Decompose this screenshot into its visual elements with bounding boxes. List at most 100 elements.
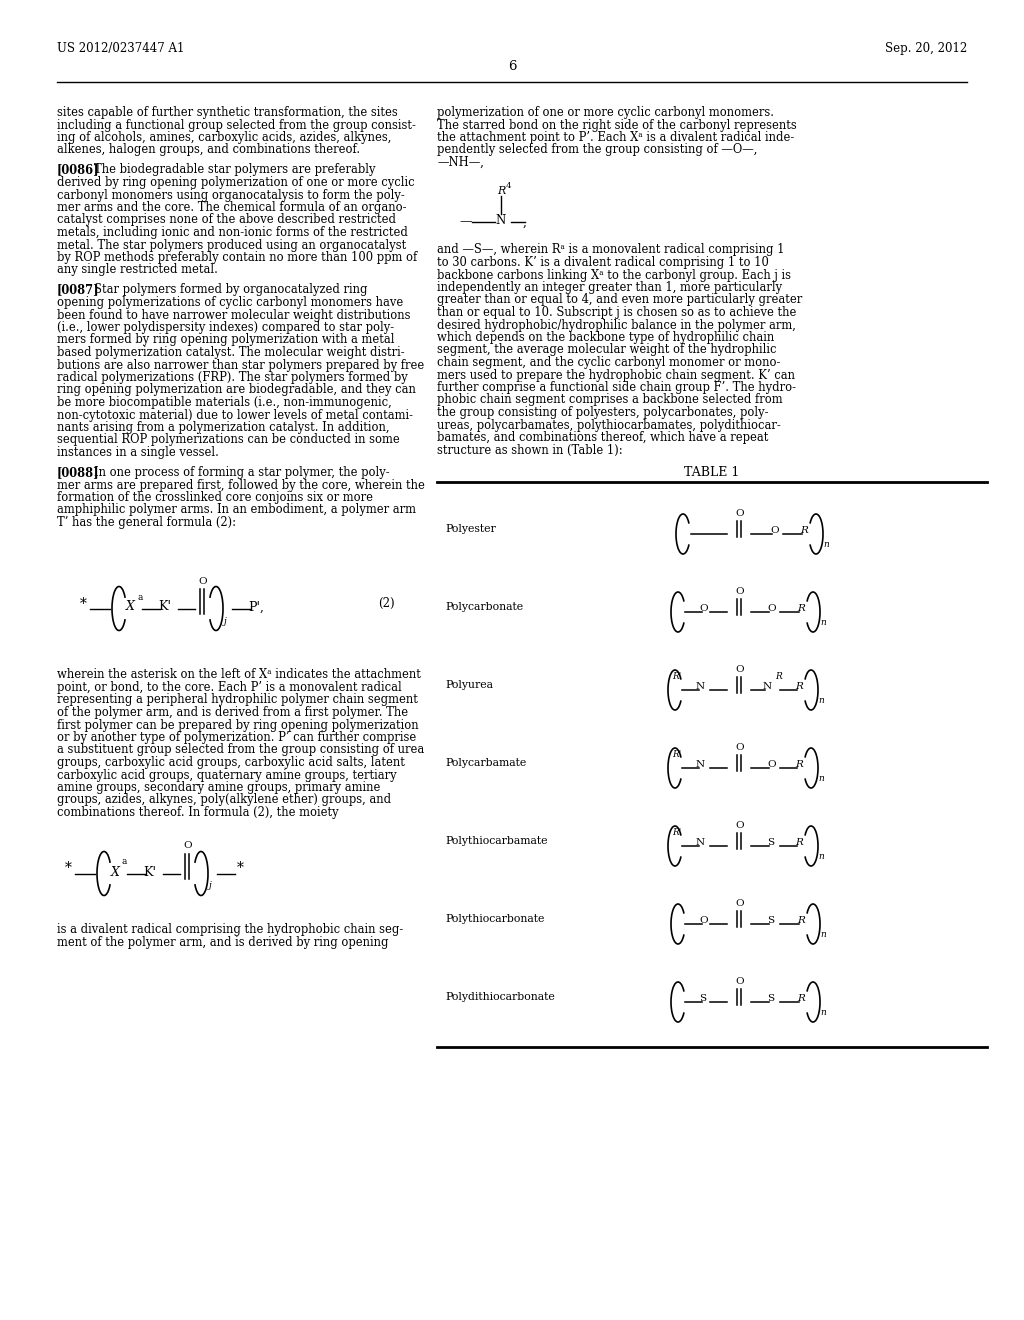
Text: first polymer can be prepared by ring opening polymerization: first polymer can be prepared by ring op… (57, 718, 419, 731)
Text: mer arms are prepared first, followed by the core, wherein the: mer arms are prepared first, followed by… (57, 479, 425, 491)
Text: R: R (797, 605, 805, 612)
Text: or by another type of polymerization. P’ can further comprise: or by another type of polymerization. P’… (57, 731, 416, 744)
Text: In one process of forming a star polymer, the poly-: In one process of forming a star polymer… (94, 466, 389, 479)
Text: bamates, and combinations thereof, which have a repeat: bamates, and combinations thereof, which… (437, 432, 768, 444)
Text: than or equal to 10. Subscript j is chosen so as to achieve the: than or equal to 10. Subscript j is chos… (437, 306, 797, 319)
Text: X: X (126, 601, 135, 614)
Text: sequential ROP polymerizations can be conducted in some: sequential ROP polymerizations can be co… (57, 433, 399, 446)
Text: O: O (198, 577, 207, 586)
Text: any single restricted metal.: any single restricted metal. (57, 264, 218, 276)
Text: X: X (111, 866, 120, 879)
Text: backbone carbons linking Xᵃ to the carbonyl group. Each j is: backbone carbons linking Xᵃ to the carbo… (437, 268, 791, 281)
Text: R: R (800, 525, 808, 535)
Text: including a functional group selected from the group consist-: including a functional group selected fr… (57, 119, 416, 132)
Text: the group consisting of polyesters, polycarbonates, poly-: the group consisting of polyesters, poly… (437, 407, 768, 418)
Text: O: O (735, 743, 743, 752)
Text: be more biocompatible materials (i.e., non-immunogenic,: be more biocompatible materials (i.e., n… (57, 396, 392, 409)
Text: P',: P', (248, 601, 264, 614)
Text: O: O (183, 842, 191, 850)
Text: S: S (767, 916, 774, 925)
Text: non-cytotoxic material) due to lower levels of metal contami-: non-cytotoxic material) due to lower lev… (57, 408, 413, 421)
Text: carbonyl monomers using organocatalysis to form the poly-: carbonyl monomers using organocatalysis … (57, 189, 404, 202)
Text: n: n (818, 851, 823, 861)
Text: j: j (209, 882, 212, 891)
Text: N: N (696, 838, 706, 847)
Text: a: a (122, 858, 127, 866)
Text: by ROP methods preferably contain no more than 100 ppm of: by ROP methods preferably contain no mor… (57, 251, 417, 264)
Text: N: N (763, 682, 772, 690)
Text: Polyurea: Polyurea (445, 680, 493, 690)
Text: R: R (795, 838, 803, 847)
Text: which depends on the backbone type of hydrophilic chain: which depends on the backbone type of hy… (437, 331, 774, 345)
Text: O: O (767, 760, 775, 770)
Text: the attachment point to P’. Each Xᵃ is a divalent radical inde-: the attachment point to P’. Each Xᵃ is a… (437, 131, 795, 144)
Text: O: O (735, 977, 743, 986)
Text: TABLE 1: TABLE 1 (684, 466, 739, 479)
Text: K': K' (143, 866, 156, 879)
Text: further comprise a functional side chain group F’. The hydro-: further comprise a functional side chain… (437, 381, 796, 393)
Text: O: O (735, 899, 743, 908)
Text: phobic chain segment comprises a backbone selected from: phobic chain segment comprises a backbon… (437, 393, 782, 407)
Text: desired hydrophobic/hydrophilic balance in the polymer arm,: desired hydrophobic/hydrophilic balance … (437, 318, 796, 331)
Text: Polythiocarbamate: Polythiocarbamate (445, 836, 548, 846)
Text: butions are also narrower than star polymers prepared by free: butions are also narrower than star poly… (57, 359, 424, 371)
Text: and —S—, wherein Rᵃ is a monovalent radical comprising 1: and —S—, wherein Rᵃ is a monovalent radi… (437, 243, 784, 256)
Text: Polycarbamate: Polycarbamate (445, 758, 526, 768)
Text: S: S (767, 994, 774, 1003)
Text: The biodegradable star polymers are preferably: The biodegradable star polymers are pref… (94, 164, 376, 177)
Text: ,: , (523, 215, 527, 228)
Text: O: O (735, 510, 743, 517)
Text: formation of the crosslinked core conjoins six or more: formation of the crosslinked core conjoi… (57, 491, 373, 504)
Text: The starred bond on the right side of the carbonyl represents: The starred bond on the right side of th… (437, 119, 797, 132)
Text: polymerization of one or more cyclic carbonyl monomers.: polymerization of one or more cyclic car… (437, 106, 774, 119)
Text: alkenes, halogen groups, and combinations thereof.: alkenes, halogen groups, and combination… (57, 144, 360, 157)
Text: R: R (795, 760, 803, 770)
Text: groups, azides, alkynes, poly(alkylene ether) groups, and: groups, azides, alkynes, poly(alkylene e… (57, 793, 391, 807)
Text: (i.e., lower polydispersity indexes) compared to star poly-: (i.e., lower polydispersity indexes) com… (57, 321, 394, 334)
Text: O: O (770, 525, 778, 535)
Text: greater than or equal to 4, and even more particularly greater: greater than or equal to 4, and even mor… (437, 293, 802, 306)
Text: representing a peripheral hydrophilic polymer chain segment: representing a peripheral hydrophilic po… (57, 693, 418, 706)
Text: R: R (775, 672, 781, 681)
Text: pendently selected from the group consisting of —O—,: pendently selected from the group consis… (437, 144, 758, 157)
Text: derived by ring opening polymerization of one or more cyclic: derived by ring opening polymerization o… (57, 176, 415, 189)
Text: —NH—,: —NH—, (437, 156, 484, 169)
Text: to 30 carbons. K’ is a divalent radical comprising 1 to 10: to 30 carbons. K’ is a divalent radical … (437, 256, 769, 269)
Text: groups, carboxylic acid groups, carboxylic acid salts, latent: groups, carboxylic acid groups, carboxyl… (57, 756, 404, 770)
Text: metal. The star polymers produced using an organocatalyst: metal. The star polymers produced using … (57, 239, 407, 252)
Text: amphiphilic polymer arms. In an embodiment, a polymer arm: amphiphilic polymer arms. In an embodime… (57, 503, 416, 516)
Text: Sep. 20, 2012: Sep. 20, 2012 (885, 42, 967, 55)
Text: *: * (65, 862, 72, 875)
Text: N: N (696, 682, 706, 690)
Text: *: * (80, 597, 87, 610)
Text: based polymerization catalyst. The molecular weight distri-: based polymerization catalyst. The molec… (57, 346, 404, 359)
Text: a: a (137, 593, 142, 602)
Text: of the polymer arm, and is derived from a first polymer. The: of the polymer arm, and is derived from … (57, 706, 409, 719)
Text: ing of alcohols, amines, carboxylic acids, azides, alkynes,: ing of alcohols, amines, carboxylic acid… (57, 131, 391, 144)
Text: opening polymerizations of cyclic carbonyl monomers have: opening polymerizations of cyclic carbon… (57, 296, 403, 309)
Text: is a divalent radical comprising the hydrophobic chain seg-: is a divalent radical comprising the hyd… (57, 924, 403, 936)
Text: R': R' (672, 750, 681, 759)
Text: O: O (699, 605, 708, 612)
Text: n: n (820, 618, 825, 627)
Text: catalyst comprises none of the above described restricted: catalyst comprises none of the above des… (57, 214, 396, 227)
Text: mer arms and the core. The chemical formula of an organo-: mer arms and the core. The chemical form… (57, 201, 407, 214)
Text: O: O (699, 916, 708, 925)
Text: S: S (767, 838, 774, 847)
Text: O: O (735, 821, 743, 830)
Text: [0087]: [0087] (57, 284, 99, 297)
Text: O: O (735, 665, 743, 675)
Text: Polycarbonate: Polycarbonate (445, 602, 523, 612)
Text: R: R (795, 682, 803, 690)
Text: N: N (696, 760, 706, 770)
Text: *: * (237, 862, 244, 875)
Text: mers formed by ring opening polymerization with a metal: mers formed by ring opening polymerizati… (57, 334, 394, 346)
Text: (2): (2) (379, 597, 395, 610)
Text: R': R' (672, 672, 681, 681)
Text: Polythiocarbonate: Polythiocarbonate (445, 913, 545, 924)
Text: K': K' (158, 601, 171, 614)
Text: n: n (818, 774, 823, 783)
Text: metals, including ionic and non-ionic forms of the restricted: metals, including ionic and non-ionic fo… (57, 226, 408, 239)
Text: been found to have narrower molecular weight distributions: been found to have narrower molecular we… (57, 309, 411, 322)
Text: combinations thereof. In formula (2), the moiety: combinations thereof. In formula (2), th… (57, 807, 339, 818)
